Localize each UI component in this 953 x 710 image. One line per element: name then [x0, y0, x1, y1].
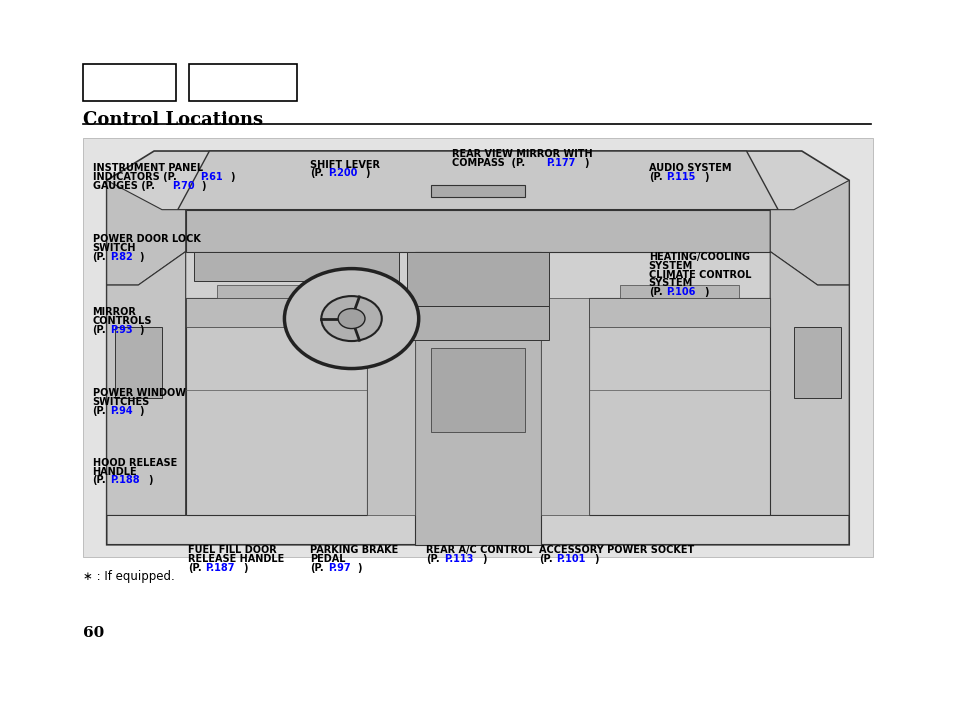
Text: P.97: P.97 [327, 563, 350, 573]
Text: ): ) [594, 554, 598, 564]
Polygon shape [588, 297, 769, 515]
Text: (P.: (P. [310, 168, 323, 178]
Text: (P.: (P. [188, 563, 201, 573]
Text: ): ) [703, 172, 708, 182]
Polygon shape [769, 251, 848, 515]
Polygon shape [793, 327, 841, 398]
Polygon shape [114, 327, 162, 398]
Text: ): ) [365, 168, 370, 178]
Text: SYSTEM: SYSTEM [648, 278, 692, 288]
Text: SWITCHES: SWITCHES [92, 397, 150, 407]
Text: CONTROLS: CONTROLS [92, 316, 152, 326]
Text: P.115: P.115 [665, 172, 695, 182]
Bar [83, 138, 872, 557]
Circle shape [337, 309, 365, 329]
Text: ): ) [243, 563, 248, 573]
Text: GAUGES (P.: GAUGES (P. [92, 181, 154, 191]
Text: ): ) [356, 563, 361, 573]
Text: ACCESSORY POWER SOCKET: ACCESSORY POWER SOCKET [538, 545, 694, 555]
Text: ): ) [139, 325, 144, 335]
Text: MIRROR: MIRROR [92, 307, 136, 317]
Text: RELEASE HANDLE: RELEASE HANDLE [188, 554, 284, 564]
Text: POWER WINDOW: POWER WINDOW [92, 388, 185, 398]
Polygon shape [107, 151, 848, 545]
Text: P.177: P.177 [546, 158, 576, 168]
Text: CLIMATE CONTROL: CLIMATE CONTROL [648, 270, 750, 280]
Text: REAR VIEW MIRROR WITH: REAR VIEW MIRROR WITH [452, 149, 592, 159]
Text: INSTRUMENT PANEL: INSTRUMENT PANEL [92, 163, 202, 173]
Text: (P.: (P. [538, 554, 552, 564]
Text: COMPASS  (P.: COMPASS (P. [452, 158, 525, 168]
Text: HANDLE: HANDLE [92, 466, 137, 476]
Polygon shape [186, 209, 769, 251]
Polygon shape [193, 251, 398, 281]
Text: HEATING/COOLING: HEATING/COOLING [648, 252, 749, 262]
Text: ): ) [703, 287, 708, 297]
Polygon shape [540, 297, 588, 515]
Bar [83, 64, 176, 101]
Text: (P.: (P. [426, 554, 439, 564]
Text: (P.: (P. [92, 325, 106, 335]
Polygon shape [107, 180, 186, 285]
Text: (P.: (P. [92, 406, 106, 416]
Text: P.101: P.101 [556, 554, 585, 564]
Text: P.70: P.70 [172, 181, 194, 191]
Text: AUDIO SYSTEM: AUDIO SYSTEM [648, 163, 730, 173]
Text: (P.: (P. [648, 172, 661, 182]
Text: P.82: P.82 [110, 252, 132, 262]
Text: (P.: (P. [310, 563, 323, 573]
Bar [189, 64, 296, 101]
Polygon shape [177, 151, 778, 209]
Text: P.94: P.94 [110, 406, 132, 416]
Text: ): ) [481, 554, 486, 564]
Polygon shape [588, 297, 769, 327]
Text: ): ) [148, 476, 152, 486]
Text: (P.: (P. [648, 287, 661, 297]
Text: PEDAL: PEDAL [310, 554, 345, 564]
Text: ): ) [230, 172, 234, 182]
Polygon shape [367, 297, 415, 515]
Text: SWITCH: SWITCH [92, 243, 136, 253]
Polygon shape [430, 185, 525, 197]
Text: (P.: (P. [92, 476, 106, 486]
Text: POWER DOOR LOCK: POWER DOOR LOCK [92, 234, 200, 244]
Polygon shape [406, 306, 549, 339]
Text: INDICATORS (P.: INDICATORS (P. [92, 172, 176, 182]
Text: REAR A/C CONTROL: REAR A/C CONTROL [426, 545, 533, 555]
Text: (P.: (P. [92, 252, 106, 262]
Text: Control Locations: Control Locations [83, 111, 263, 129]
Text: P.200: P.200 [327, 168, 356, 178]
Circle shape [284, 268, 418, 368]
Text: P.61: P.61 [200, 172, 223, 182]
Polygon shape [406, 251, 549, 306]
Text: P.188: P.188 [110, 476, 139, 486]
Text: P.187: P.187 [205, 563, 234, 573]
Text: FUEL FILL DOOR: FUEL FILL DOOR [188, 545, 276, 555]
Text: ): ) [201, 181, 206, 191]
Text: HOOD RELEASE: HOOD RELEASE [92, 458, 176, 468]
Polygon shape [619, 285, 738, 297]
Polygon shape [769, 180, 848, 285]
Text: ∗ : If equipped.: ∗ : If equipped. [83, 570, 174, 583]
Text: SHIFT LEVER: SHIFT LEVER [310, 160, 379, 170]
Polygon shape [186, 297, 367, 515]
Text: P.106: P.106 [665, 287, 695, 297]
Text: ): ) [139, 406, 144, 416]
Polygon shape [430, 348, 525, 432]
Polygon shape [217, 285, 335, 297]
Circle shape [321, 296, 381, 341]
Polygon shape [186, 297, 367, 327]
Polygon shape [415, 251, 540, 545]
Text: SYSTEM: SYSTEM [648, 261, 692, 271]
Text: ): ) [139, 252, 144, 262]
Text: 60: 60 [83, 626, 104, 640]
Text: P.113: P.113 [443, 554, 473, 564]
Polygon shape [107, 251, 186, 515]
Text: ): ) [584, 158, 588, 168]
Text: PARKING BRAKE: PARKING BRAKE [310, 545, 398, 555]
Text: P.93: P.93 [110, 325, 132, 335]
